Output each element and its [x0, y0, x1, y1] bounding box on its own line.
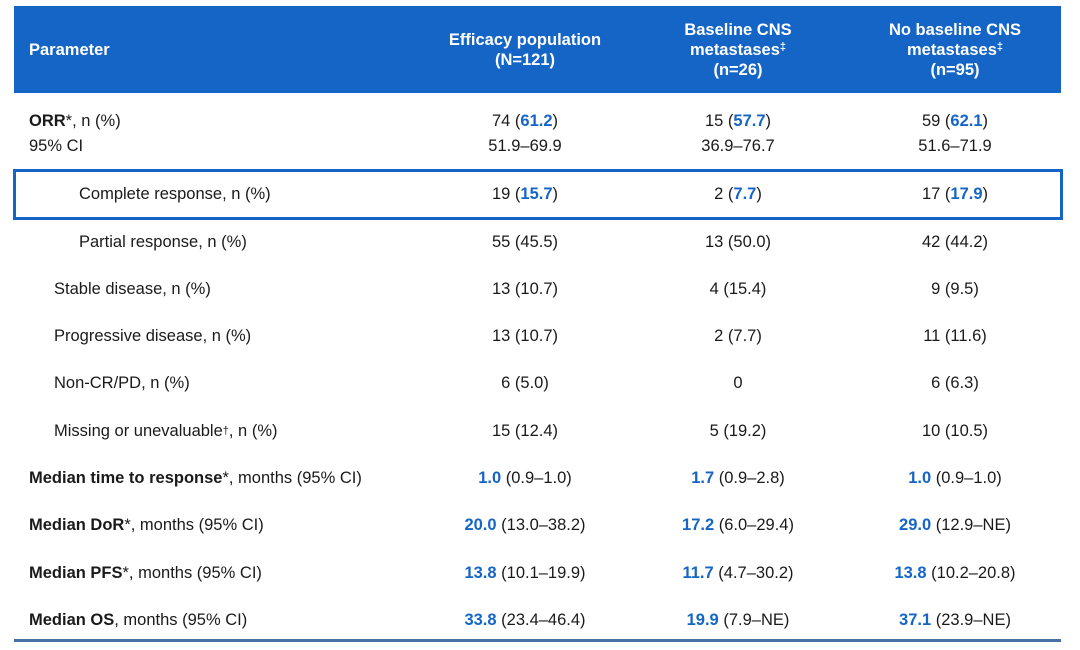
cell-col2: 1.7 (0.9–2.8): [691, 468, 785, 487]
table-row-median-dor: Median DoR *, months (95% CI) 20.0 (13.0–…: [14, 503, 1061, 547]
cell-col3: 1.0 (0.9–1.0): [908, 468, 1002, 487]
table-row-orr: ORR*, n (%) 95% CI 74 (61.2) 51.9–69.9 1…: [14, 108, 1061, 160]
cell-col2: 13 (50.0): [704, 232, 772, 251]
cell-col2: 5 (19.2): [709, 421, 767, 440]
cell-col1: 20.0 (13.0–38.2): [464, 515, 586, 534]
row-label: Median PFS *, months (95% CI): [29, 563, 262, 582]
header-efficacy-population: Efficacy population (N=121): [448, 30, 602, 69]
table-row-missing: Missing or unevaluable †, n (%) 15 (12.4)…: [14, 409, 1061, 453]
table-row-median-os: Median OS, months (95% CI) 33.8 (23.4–46…: [14, 598, 1061, 642]
row-label: Partial response, n (%): [79, 232, 247, 251]
cell-col3: 13.8 (10.2–20.8): [894, 563, 1016, 582]
cell-col2: 11.7 (4.7–30.2): [682, 563, 794, 582]
row-label: Non-CR/PD, n (%): [54, 373, 190, 392]
row-label: Complete response, n (%): [79, 185, 271, 203]
table-row: Stable disease, n (%) 13 (10.7) 4 (15.4)…: [14, 267, 1061, 311]
cell-col2: 0: [733, 373, 743, 392]
cell-col3: 10 (10.5): [921, 421, 989, 440]
row-label: Progressive disease, n (%): [54, 326, 252, 345]
orr-col3: 59 (62.1) 51.6–71.9: [918, 112, 992, 155]
cell-col3: 29.0 (12.9–NE): [899, 515, 1011, 534]
cr-col1: 19 (15.7): [491, 185, 559, 203]
header-no-baseline-cns: No baseline CNS metastases‡ (n=95): [888, 20, 1022, 79]
cell-col3: 37.1 (23.9–NE): [899, 610, 1011, 629]
cell-col2: 2 (7.7): [714, 326, 762, 345]
cell-col1: 15 (12.4): [491, 421, 559, 440]
cell-col1: 33.8 (23.4–46.4): [464, 610, 586, 629]
row-label: Stable disease, n (%): [54, 279, 211, 298]
cell-col1: 13 (10.7): [491, 326, 559, 345]
table-row: Partial response, n (%) 55 (45.5) 13 (50…: [14, 220, 1061, 264]
cell-col3: 6 (6.3): [931, 373, 979, 392]
cell-col1: 1.0 (0.9–1.0): [478, 468, 572, 487]
row-label: Median OS, months (95% CI): [29, 610, 248, 629]
row-label: Missing or unevaluable †, n (%): [54, 421, 278, 440]
cr-col2: 2 (7.7): [714, 185, 762, 203]
header-parameter: Parameter: [29, 40, 110, 59]
cell-col2: 17.2 (6.0–29.4): [682, 515, 794, 534]
cr-col3: 17 (17.9): [921, 185, 989, 203]
cell-col1: 55 (45.5): [491, 232, 559, 251]
complete-response-highlight-box: [13, 169, 1063, 220]
row-label: Median DoR *, months (95% CI): [29, 515, 264, 534]
cell-col3: 9 (9.5): [931, 279, 979, 298]
table-header: Parameter Efficacy population (N=121) Ba…: [14, 6, 1061, 93]
table-row-median-pfs: Median PFS *, months (95% CI) 13.8 (10.1–…: [14, 551, 1061, 595]
cell-col3: 11 (11.6): [923, 326, 987, 345]
table-row: Progressive disease, n (%) 13 (10.7) 2 (…: [14, 314, 1061, 358]
bottom-rule: [14, 639, 1061, 642]
cell-col1: 13.8 (10.1–19.9): [464, 563, 586, 582]
orr-col1: 74 (61.2) 51.9–69.9: [488, 112, 562, 155]
cell-col2: 19.9 (7.9–NE): [686, 610, 790, 629]
cell-col1: 13 (10.7): [491, 279, 559, 298]
cell-col2: 4 (15.4): [709, 279, 767, 298]
table-row: Non-CR/PD, n (%) 6 (5.0) 0 6 (6.3): [14, 361, 1061, 405]
table-row-complete-response: Complete response, n (%) 19 (15.7) 2 (7.…: [14, 172, 1061, 217]
header-baseline-cns: Baseline CNS metastases‡ (n=26): [684, 20, 792, 79]
row-label: Median time to response *, months (95% CI…: [29, 468, 362, 487]
orr-col2: 15 (57.7) 36.9–76.7: [701, 112, 775, 155]
cell-col1: 6 (5.0): [501, 373, 549, 392]
orr-label: ORR*, n (%) 95% CI: [29, 112, 121, 155]
cell-col3: 42 (44.2): [921, 232, 989, 251]
table-row-median-ttr: Median time to response *, months (95% CI…: [14, 456, 1061, 500]
